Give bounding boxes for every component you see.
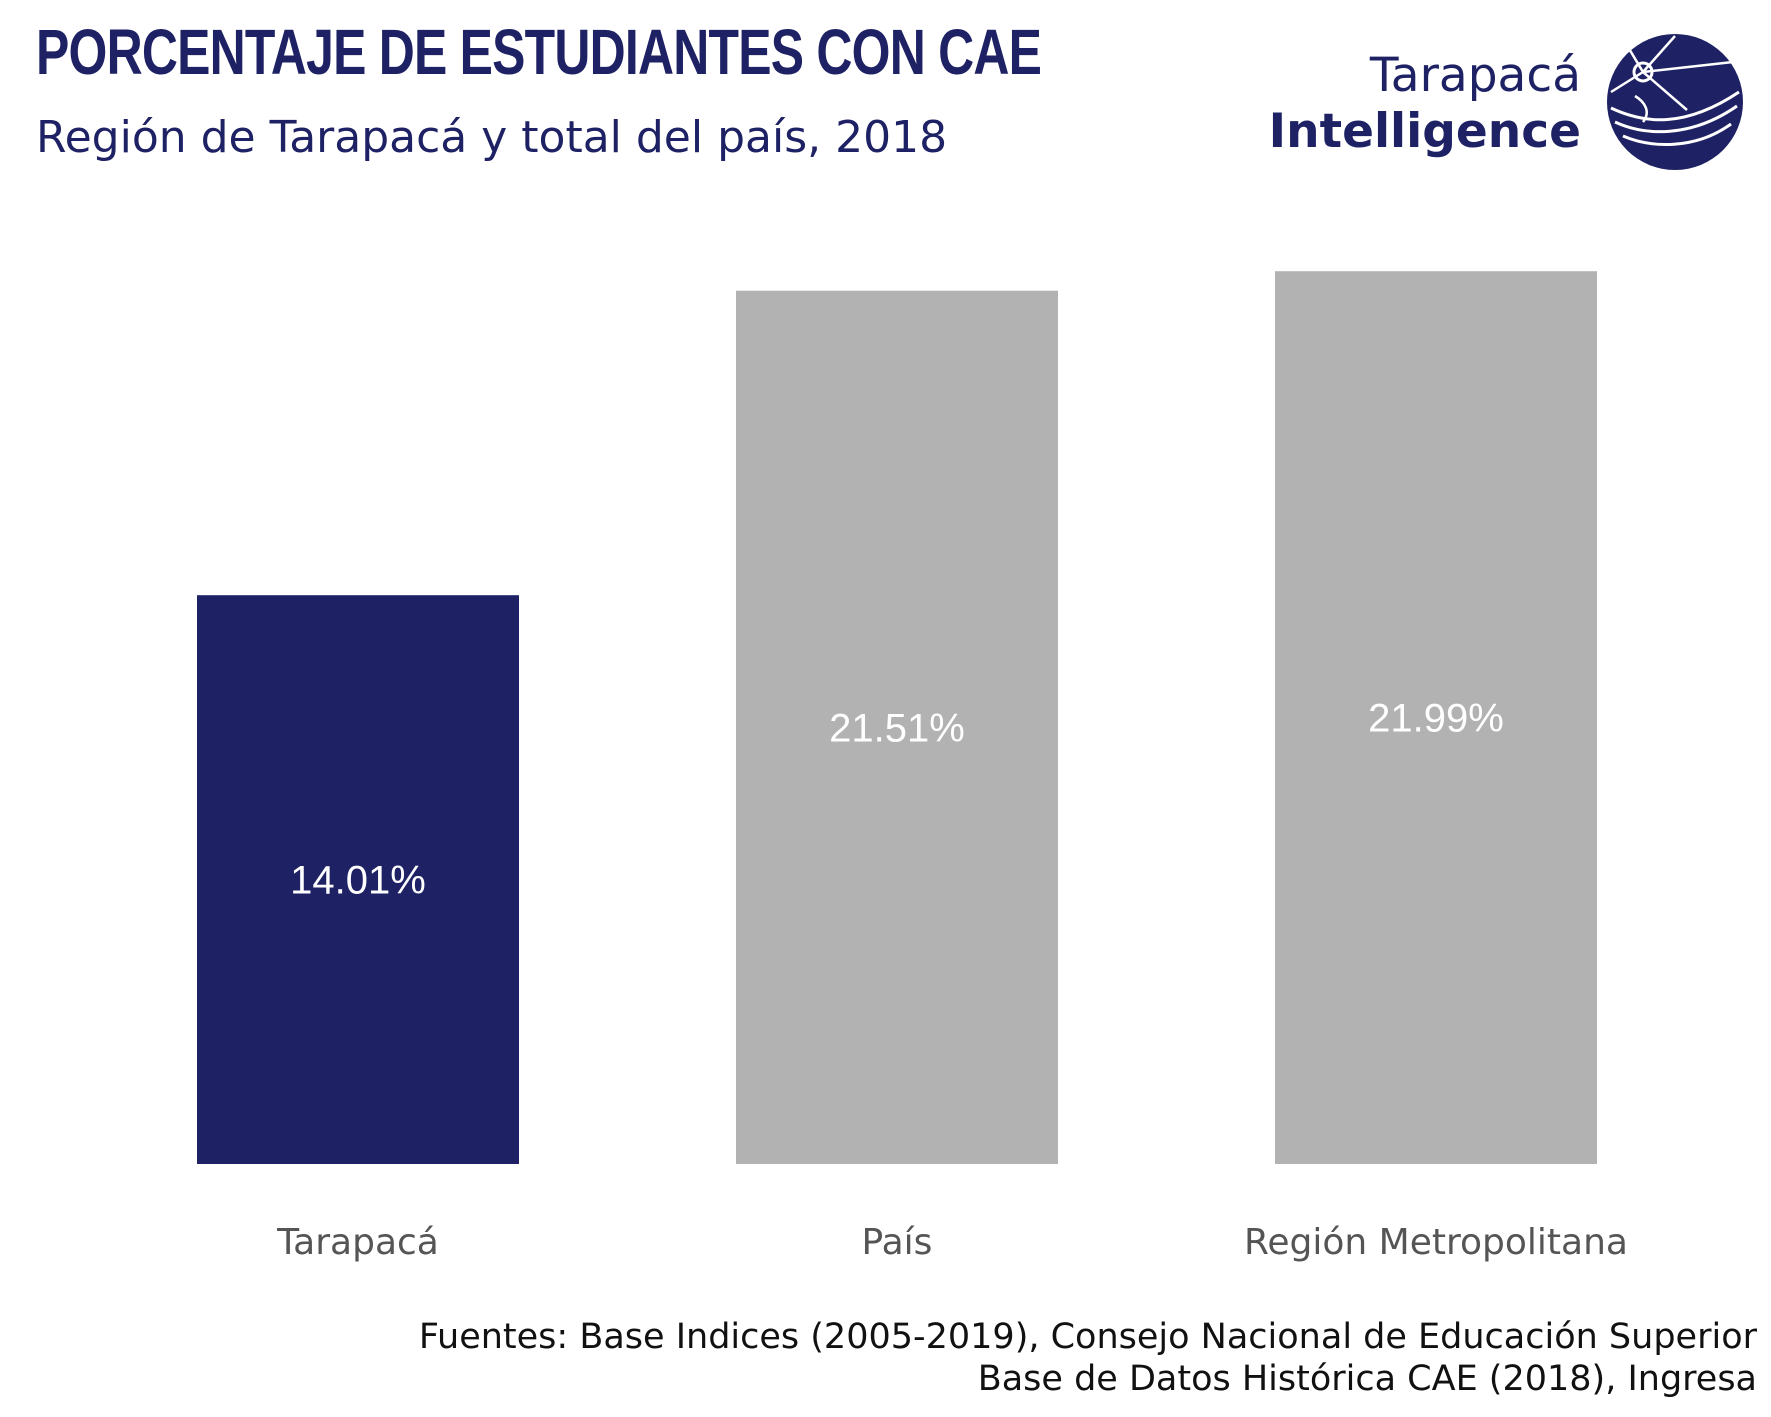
chart-title: PORCENTAJE DE ESTUDIANTES CON CAE <box>36 16 1042 88</box>
source-note: Fuentes: Base Indices (2005-2019), Conse… <box>419 1316 1757 1400</box>
source-line-2: Base de Datos Histórica CAE (2018), Ingr… <box>977 1359 1757 1399</box>
x-tick-label-region-metropolitana: Región Metropolitana <box>1244 1222 1628 1263</box>
logo-globe-icon <box>1607 34 1743 170</box>
bar-chart: 14.01% Tarapacá 21.51% País 21.99% Región Met… <box>197 271 1628 1263</box>
logo-text-intelligence: Intelligence <box>1268 104 1581 159</box>
source-line-1: Fuentes: Base Indices (2005-2019), Conse… <box>418 1317 1757 1357</box>
bar-tarapaca <box>197 595 519 1164</box>
x-tick-label-tarapaca: Tarapacá <box>276 1222 439 1263</box>
bar-value-label-pais: 21.51% <box>829 706 965 750</box>
bar-pais <box>736 290 1058 1165</box>
x-tick-label-pais: País <box>862 1222 933 1263</box>
bar-region-metropolitana <box>1275 271 1597 1164</box>
chart-subtitle: Región de Tarapacá y total del país, 201… <box>36 112 948 163</box>
logo-text-tarapaca: Tarapacá <box>1369 48 1581 103</box>
tarapaca-intelligence-logo: Tarapacá Intelligence <box>1269 30 1745 180</box>
bar-value-label-region-metropolitana: 21.99% <box>1368 697 1504 741</box>
bar-value-label-tarapaca: 14.01% <box>290 859 426 903</box>
